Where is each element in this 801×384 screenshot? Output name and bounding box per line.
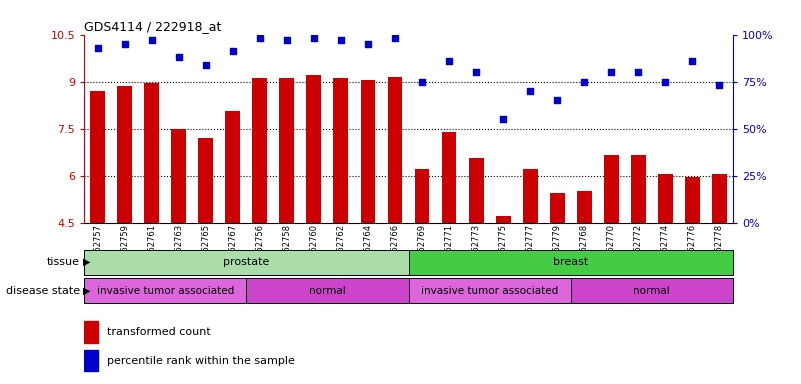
Point bbox=[632, 69, 645, 75]
Bar bbox=[712, 174, 727, 223]
Bar bbox=[549, 193, 565, 223]
Point bbox=[686, 58, 698, 64]
Bar bbox=[199, 138, 213, 223]
Bar bbox=[571, 278, 733, 303]
Bar bbox=[91, 91, 105, 223]
Bar bbox=[577, 191, 592, 223]
Point bbox=[335, 37, 348, 43]
Text: GDS4114 / 222918_at: GDS4114 / 222918_at bbox=[84, 20, 222, 33]
Point bbox=[524, 88, 537, 94]
Bar bbox=[409, 250, 733, 275]
Text: normal: normal bbox=[309, 286, 346, 296]
Bar bbox=[84, 278, 247, 303]
Bar bbox=[685, 177, 700, 223]
Bar bbox=[523, 169, 537, 223]
Bar bbox=[84, 350, 99, 371]
Point bbox=[227, 48, 239, 55]
Point bbox=[119, 41, 131, 47]
Bar bbox=[280, 78, 294, 223]
Point bbox=[713, 82, 726, 88]
Text: tissue: tissue bbox=[47, 257, 80, 267]
Point bbox=[172, 54, 185, 60]
Point bbox=[605, 69, 618, 75]
Bar bbox=[84, 321, 99, 343]
Point bbox=[280, 37, 293, 43]
Point bbox=[659, 79, 672, 85]
Point bbox=[199, 61, 212, 68]
Bar bbox=[409, 278, 570, 303]
Bar bbox=[333, 78, 348, 223]
Bar bbox=[415, 169, 429, 223]
Bar bbox=[441, 132, 457, 223]
Bar bbox=[604, 155, 618, 223]
Point bbox=[388, 35, 401, 41]
Bar bbox=[360, 80, 376, 223]
Text: disease state: disease state bbox=[6, 286, 80, 296]
Text: transformed count: transformed count bbox=[107, 327, 211, 337]
Text: breast: breast bbox=[553, 257, 589, 267]
Text: prostate: prostate bbox=[223, 257, 269, 267]
Text: percentile rank within the sample: percentile rank within the sample bbox=[107, 356, 295, 366]
Bar bbox=[469, 159, 484, 223]
Bar bbox=[225, 111, 240, 223]
Text: normal: normal bbox=[634, 286, 670, 296]
Point bbox=[551, 98, 564, 104]
Bar bbox=[84, 250, 409, 275]
Bar bbox=[144, 83, 159, 223]
Bar bbox=[631, 155, 646, 223]
Point bbox=[145, 37, 158, 43]
Point bbox=[469, 69, 482, 75]
Point bbox=[416, 79, 429, 85]
Text: invasive tumor associated: invasive tumor associated bbox=[421, 286, 558, 296]
Point bbox=[91, 45, 104, 51]
Point bbox=[497, 116, 509, 122]
Bar bbox=[388, 77, 402, 223]
Text: ▶: ▶ bbox=[83, 286, 91, 296]
Point bbox=[578, 79, 590, 85]
Point bbox=[308, 35, 320, 41]
Point bbox=[361, 41, 374, 47]
Point bbox=[253, 35, 266, 41]
Point bbox=[443, 58, 456, 64]
Text: ▶: ▶ bbox=[83, 257, 91, 267]
Bar bbox=[117, 86, 132, 223]
Bar bbox=[171, 129, 186, 223]
Bar bbox=[496, 217, 510, 223]
Bar bbox=[307, 75, 321, 223]
Text: invasive tumor associated: invasive tumor associated bbox=[97, 286, 234, 296]
Bar bbox=[252, 78, 268, 223]
Bar bbox=[247, 278, 409, 303]
Bar bbox=[658, 174, 673, 223]
